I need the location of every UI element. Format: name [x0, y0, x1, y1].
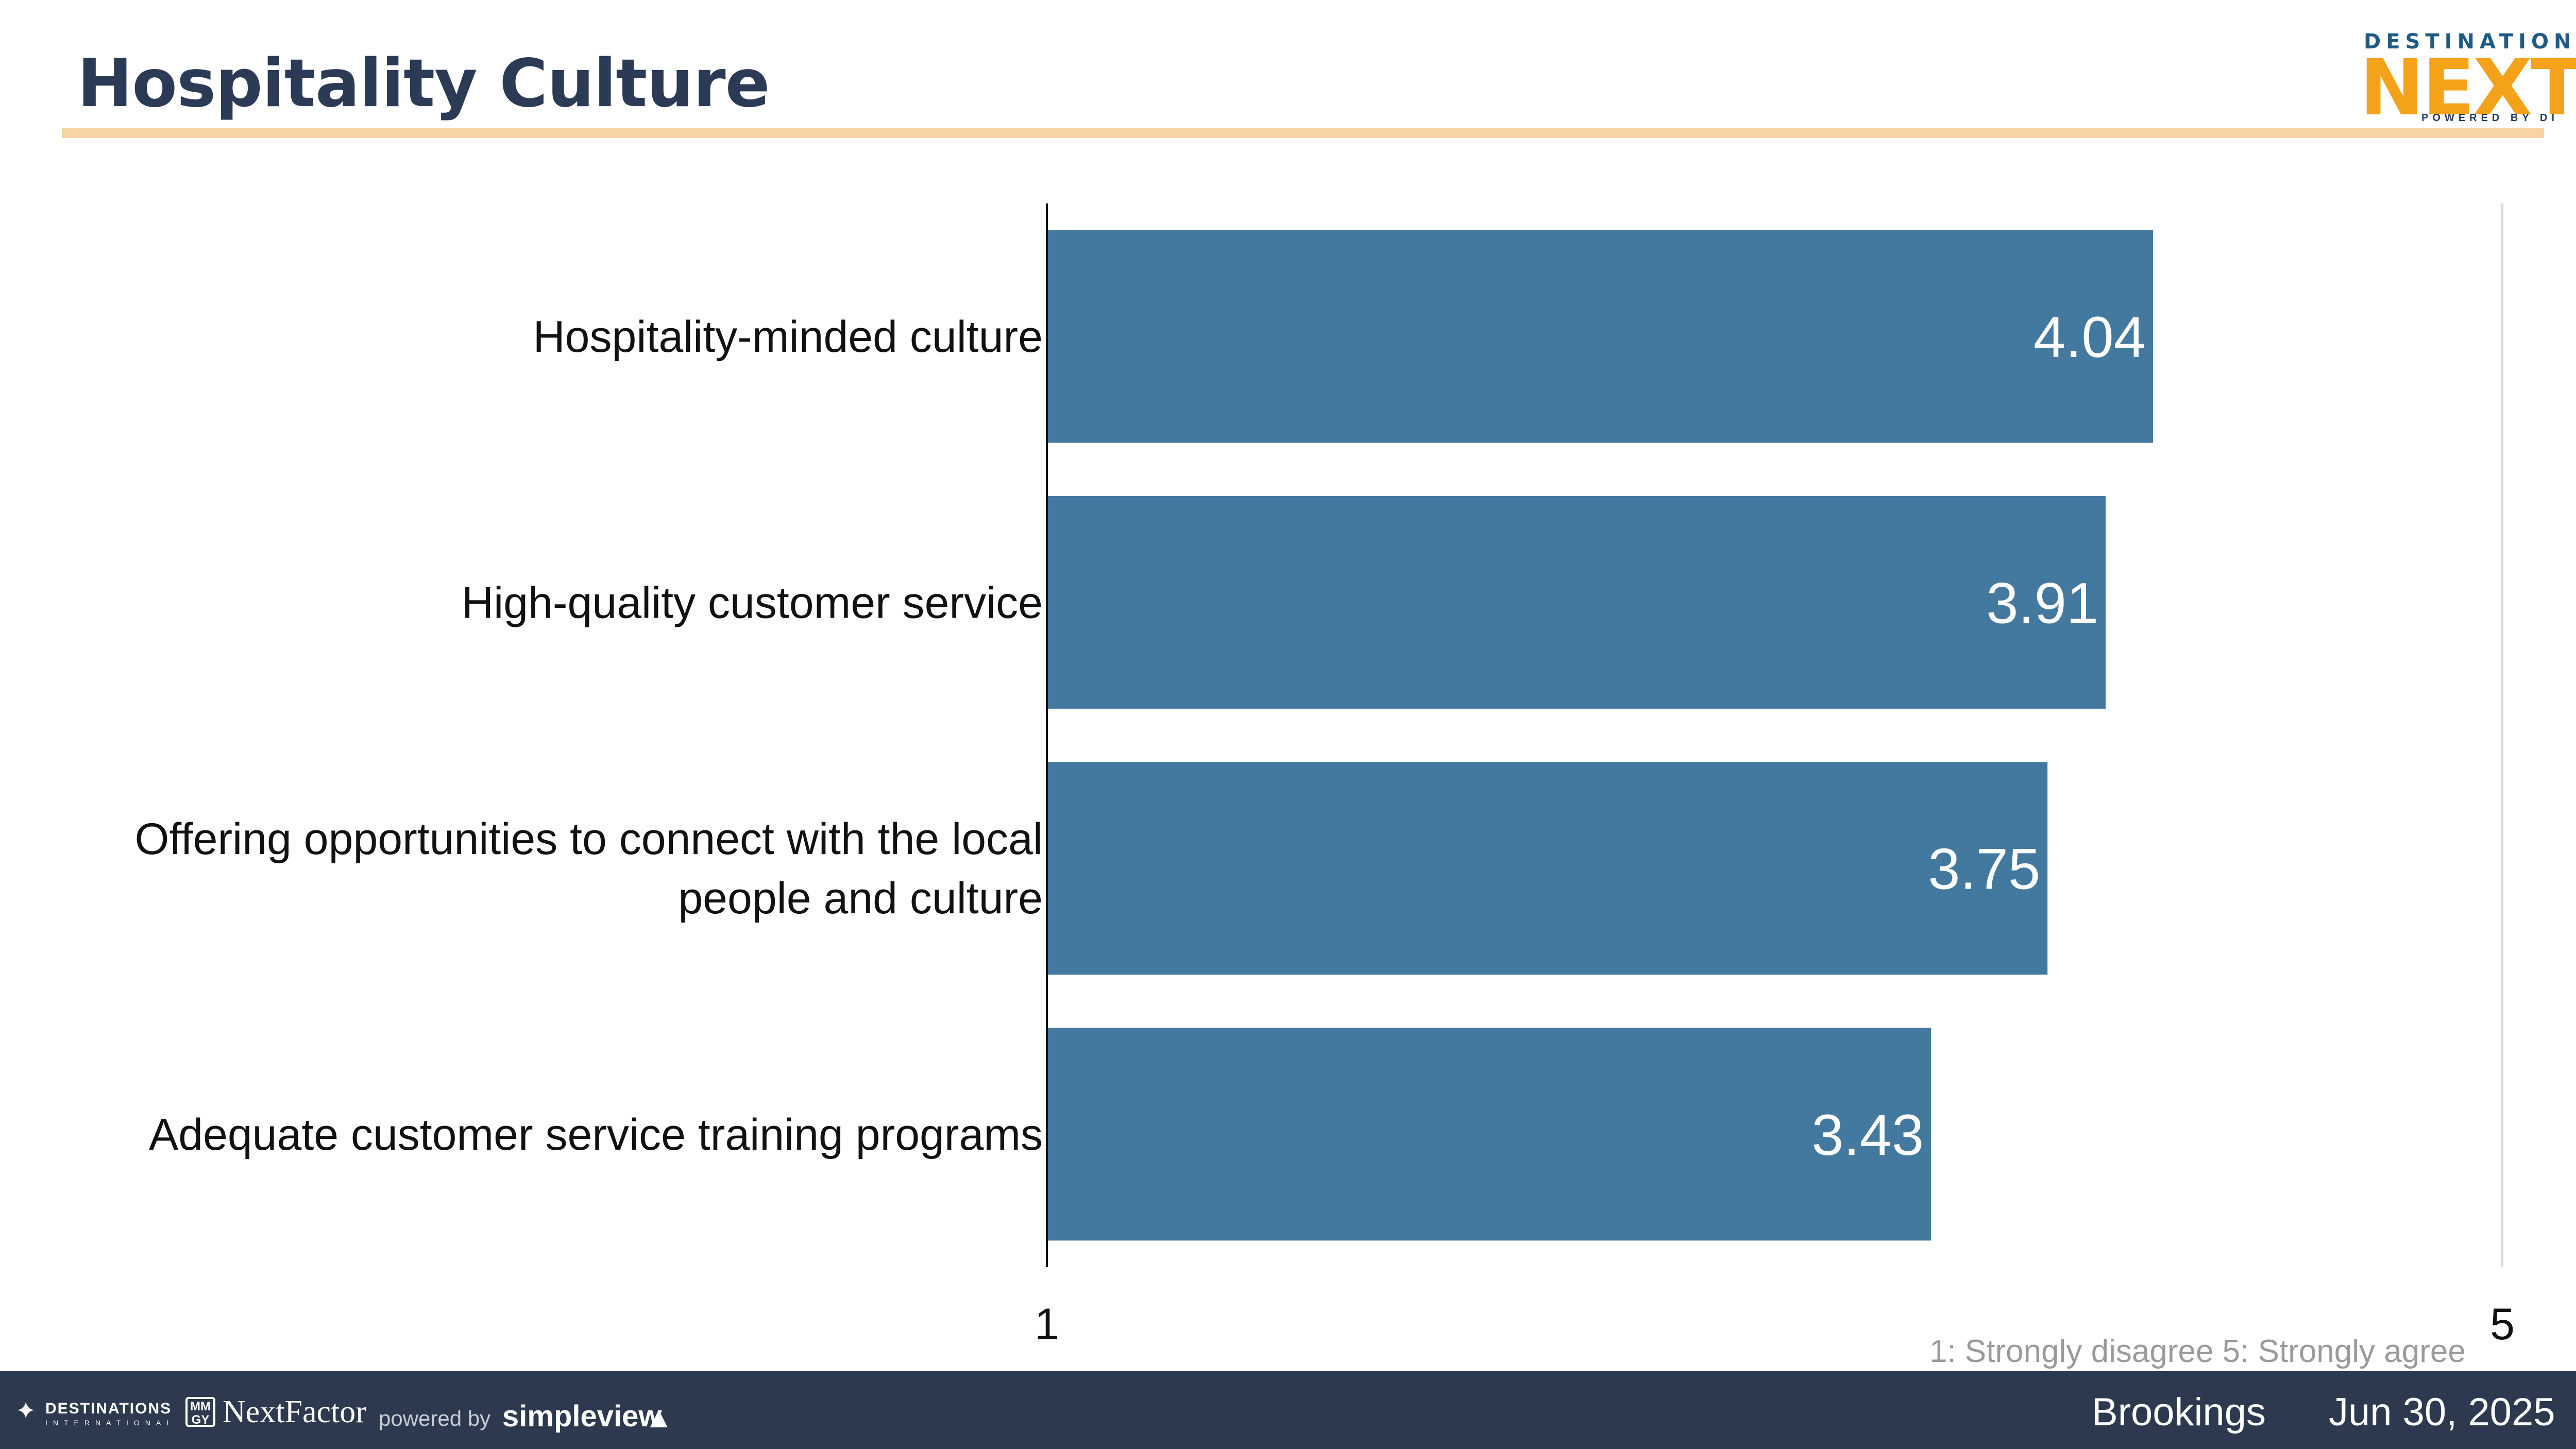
logo-sub-text: POWERED BY DI	[2421, 112, 2558, 124]
diamond-grid-icon: ✦	[15, 1397, 37, 1425]
powered-by-text: powered by	[379, 1406, 491, 1430]
footer-city: Brookings	[2092, 1390, 2266, 1434]
simpleview-icon: ▲	[644, 1401, 674, 1434]
footer-date: Jun 30, 2025	[2329, 1390, 2555, 1434]
x-tick-label: 1	[1035, 1300, 1059, 1349]
bar	[1047, 762, 2048, 975]
data-label: 3.91	[1986, 571, 2098, 635]
simpleview-logo: simpleview	[502, 1400, 662, 1433]
logo-top-text: DESTINATION	[2364, 30, 2576, 54]
category-label: people and culture	[678, 874, 1043, 923]
destination-next-logo: DESTINATION NEXT POWERED BY DI	[2360, 30, 2576, 133]
di-sub: INTERNATIONAL	[45, 1419, 176, 1427]
logo-main-text: NEXT	[2360, 43, 2576, 133]
category-label: Offering opportunities to connect with t…	[135, 814, 1043, 864]
page-title: Hospitality Culture	[77, 45, 770, 122]
destinations-international-logo: ✦ DESTINATIONS INTERNATIONAL	[15, 1397, 172, 1429]
bar	[1047, 496, 2106, 709]
mmgy-logo: MM GY	[185, 1397, 215, 1427]
nextfactor-logo: NextFactor	[223, 1394, 366, 1429]
data-label: 3.75	[1928, 837, 2040, 901]
di-name: DESTINATIONS	[45, 1400, 172, 1417]
x-tick-label: 5	[2490, 1300, 2515, 1349]
category-label: Hospitality-minded culture	[533, 312, 1043, 362]
bar-chart: 4.04 Hospitality-minded culture 3.91 High-q…	[135, 203, 2515, 1349]
data-label: 3.43	[1811, 1103, 1924, 1167]
category-label: Adequate customer service training progr…	[149, 1110, 1043, 1160]
data-label: 4.04	[2033, 305, 2146, 369]
bar	[1047, 230, 2153, 443]
category-label: High-quality customer service	[462, 578, 1043, 627]
scale-note: 1: Strongly disagree 5: Strongly agree	[1929, 1334, 2466, 1369]
title-underline	[62, 128, 2544, 138]
footer-bar: ✦ DESTINATIONS INTERNATIONAL MM GY NextF…	[0, 1371, 2576, 1449]
bar	[1047, 1028, 1931, 1241]
